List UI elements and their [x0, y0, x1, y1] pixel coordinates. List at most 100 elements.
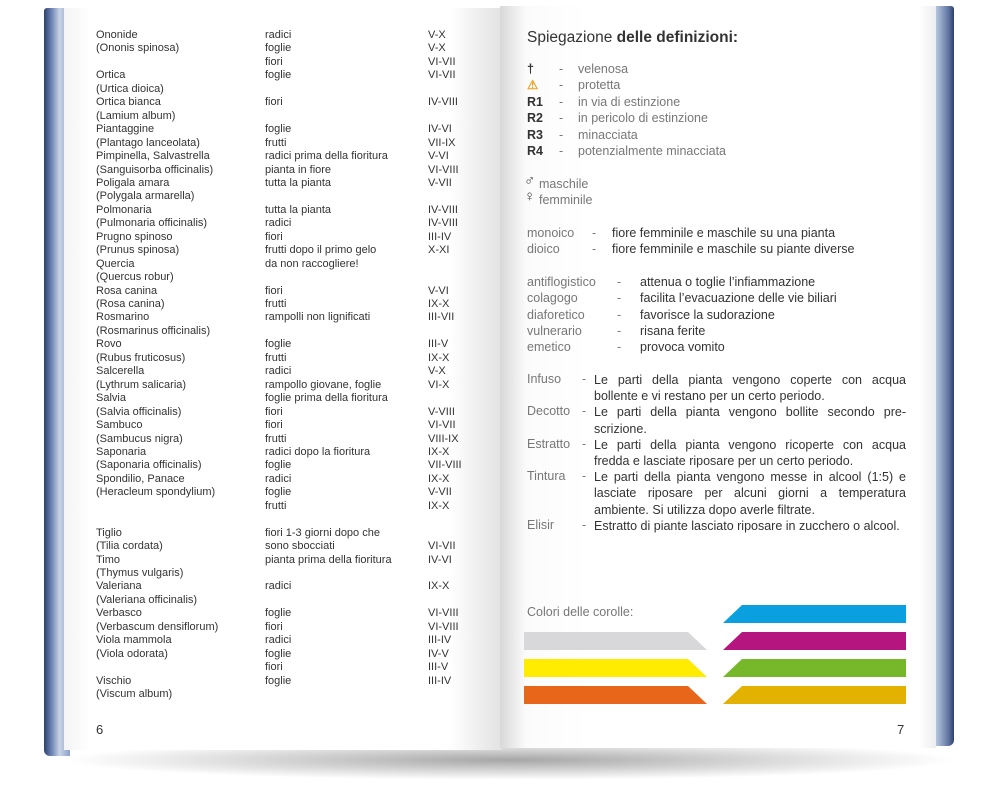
color-bar — [524, 686, 707, 704]
plant-name: (Heracleum spondylium) — [96, 486, 216, 499]
harvest-months: III-IV — [428, 230, 452, 243]
plant-name: Ononide — [96, 29, 138, 41]
definition-text: in pericolo di estinzione — [578, 111, 708, 126]
plant-part: foglie — [265, 69, 292, 82]
plant-part: frutti — [265, 351, 287, 364]
harvest-months: V-VI — [428, 284, 449, 297]
plant-name: (Valeriana officinalis) — [96, 593, 198, 606]
dash: - — [617, 340, 622, 355]
plant-part: pianta prima della fioritura — [265, 553, 392, 566]
harvest-months: VII-IX — [428, 136, 456, 149]
plant-part: foglie — [265, 338, 292, 351]
plant-part: fiori — [265, 661, 283, 674]
definition-text: provoca vomito — [640, 340, 725, 355]
color-bar — [723, 632, 906, 650]
harvest-months: III-IV — [428, 674, 452, 687]
plant-name: Sambuco — [96, 419, 143, 432]
harvest-months: VIII-IX — [428, 432, 459, 445]
harvest-months: IX-X — [428, 445, 450, 458]
plant-name: (Quercus robur) — [96, 271, 174, 284]
definition-text: favorisce la sudorazione — [640, 307, 775, 322]
harvest-months: IV-VIII — [428, 203, 458, 216]
harvest-months: V-VIII — [428, 405, 455, 418]
plant-part: foglie — [265, 123, 292, 136]
harvest-months: IV-V — [428, 647, 449, 660]
harvest-months: V-VII — [428, 176, 452, 189]
plant-name: Rovo — [96, 338, 122, 351]
preparation-text: Le parti della pianta vengono bollite se… — [594, 405, 906, 436]
harvest-months: IV-VI — [428, 553, 452, 566]
harvest-months: X-XI — [428, 244, 450, 257]
plant-part: frutti — [265, 136, 287, 149]
plant-name: Saponaria — [96, 445, 147, 458]
plant-name: (Ononis spinosa) — [96, 42, 180, 55]
term: dioico — [527, 242, 560, 257]
plant-part: foglie — [265, 607, 292, 620]
plant-part: radici — [265, 29, 292, 41]
plant-name: Spondilio, Panace — [96, 472, 185, 485]
definition-text: attenua o toglie l’infiammazione — [640, 275, 816, 289]
plant-name: Rosmarino — [96, 311, 150, 324]
plant-name: Salcerella — [96, 365, 145, 378]
plant-part: da non raccogliere! — [265, 257, 359, 270]
plant-name: (Rubus fruticosus) — [96, 351, 186, 364]
plant-part: foglie — [265, 486, 292, 499]
plant-part: rampolli non lignificati — [265, 311, 371, 324]
plant-part: radici — [265, 634, 292, 647]
harvest-months: III-V — [428, 661, 449, 674]
preparation-text: Estratto di piante lasciato riposare in … — [594, 518, 900, 533]
definition-text: fiore femminile e maschile su piante div… — [612, 242, 855, 257]
preparation-text: Le parti della pianta vengono ricoperte … — [594, 437, 906, 468]
harvest-months: VI-X — [428, 378, 450, 391]
definition-text: fiore femminile e maschile su una pianta — [612, 226, 836, 240]
plant-name: Salvia — [96, 392, 126, 405]
term: monoico — [527, 226, 575, 240]
plant-name: (Viola odorata) — [96, 647, 168, 660]
plant-part: fiori — [265, 55, 283, 68]
plant-name: Prugno spinoso — [96, 230, 173, 243]
plant-part: fiori — [265, 419, 283, 432]
plant-name: (Salvia officinalis) — [96, 405, 182, 418]
plant-part: fiori — [265, 284, 283, 297]
plant-part: frutti dopo il primo gelo — [265, 244, 377, 257]
rating-code: R3 — [527, 127, 543, 142]
harvest-months: IX-X — [428, 499, 450, 512]
harvest-months: V-X — [428, 365, 446, 378]
harvest-months: IV-VI — [428, 123, 452, 136]
plant-part: fiori — [265, 96, 283, 109]
right-page — [500, 6, 936, 748]
plant-part: radici — [265, 217, 292, 230]
left-page — [64, 8, 502, 750]
harvest-months: VI-VII — [428, 55, 456, 68]
plant-name: (Urtica dioica) — [96, 82, 164, 95]
term: emetico — [527, 340, 571, 355]
harvest-months: III-IV — [428, 634, 452, 647]
definition-text: velenosa — [578, 62, 629, 76]
plant-name: (Pulmonaria officinalis) — [96, 217, 208, 230]
harvest-months: IV-VIII — [428, 96, 458, 109]
harvest-months: V-VI — [428, 150, 449, 163]
plant-name: (Saponaria officinalis) — [96, 459, 202, 472]
plant-part: tutta la pianta — [265, 176, 332, 189]
warning-triangle-icon: ⚠ — [527, 78, 539, 93]
definition-text: potenzialmente minacciata — [578, 144, 726, 158]
plant-name: Ortica bianca — [96, 96, 161, 109]
color-bar — [524, 632, 707, 650]
plant-name: (Rosmarinus officinalis) — [96, 324, 211, 337]
plant-name: Tiglio — [96, 526, 122, 539]
preparation-term: Tintura — [527, 469, 566, 484]
plant-name: Rosa canina — [96, 284, 158, 297]
dash: - — [617, 291, 622, 306]
dash: - — [559, 127, 564, 142]
plant-part: frutti — [265, 298, 287, 310]
plant-part: radici — [265, 365, 292, 378]
plant-part: foglie — [265, 647, 292, 660]
plant-part: tutta la pianta — [265, 203, 332, 216]
plant-part: foglie — [265, 459, 292, 472]
definition-text: in via di estinzione — [578, 94, 681, 109]
color-bar — [524, 659, 707, 677]
harvest-months: VI-VII — [428, 540, 456, 553]
plant-part: frutti — [265, 499, 287, 512]
plant-name: Viola mammola — [96, 634, 172, 647]
